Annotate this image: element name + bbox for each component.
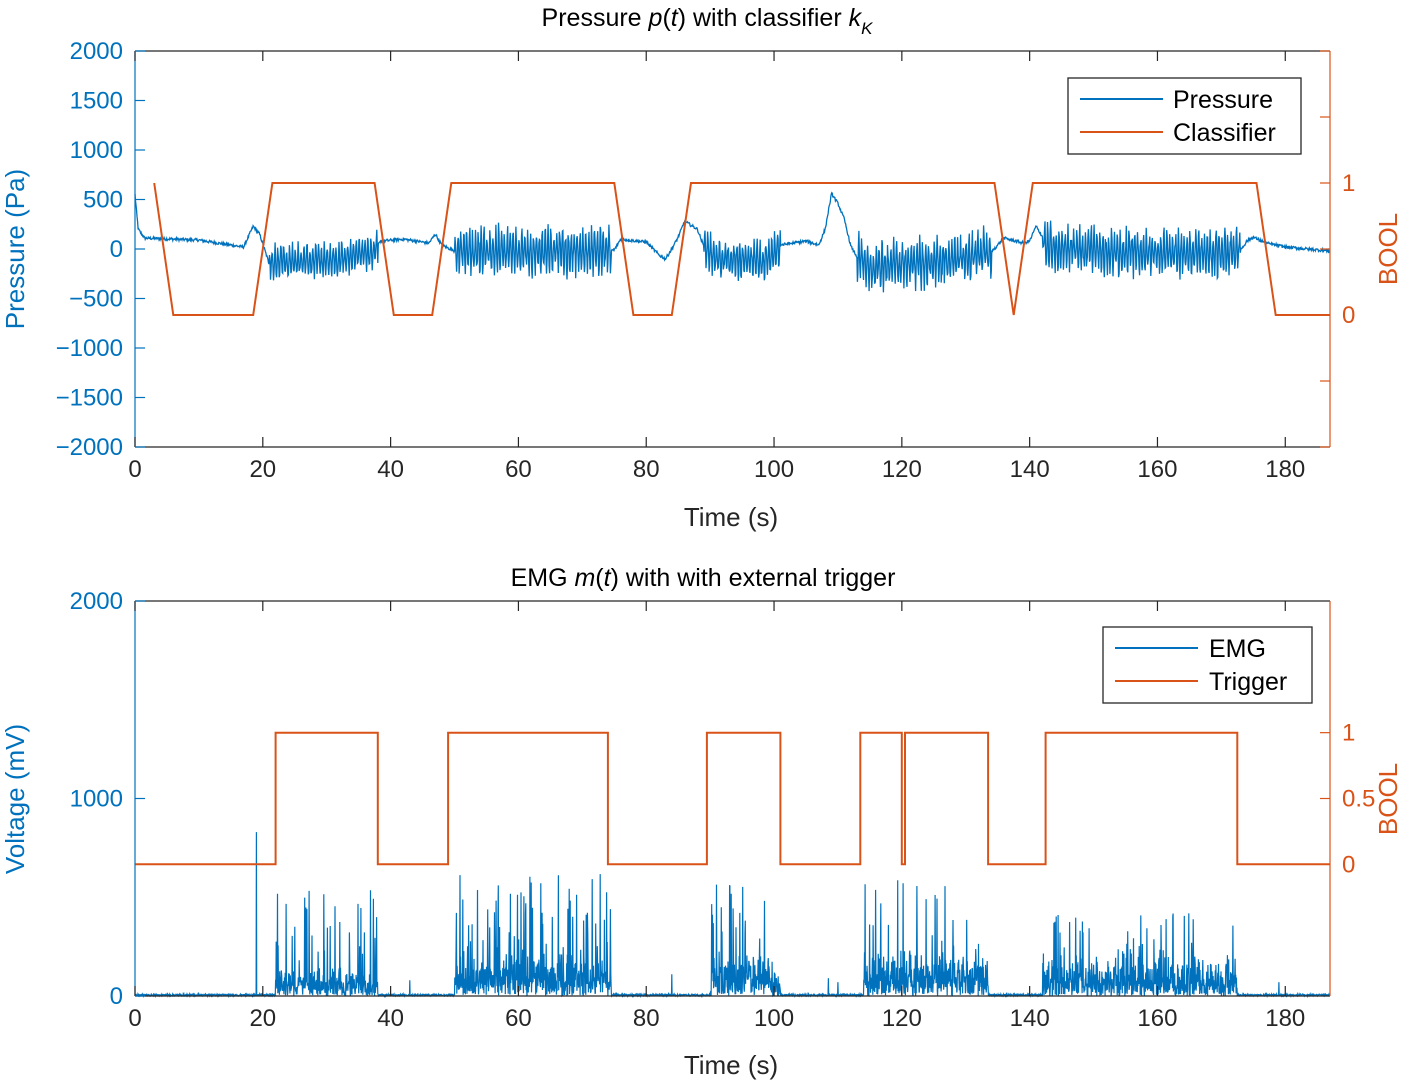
- emg-y-tick-label: 2000: [70, 588, 123, 615]
- pressure-y-tick-label: 500: [83, 187, 123, 214]
- pressure-y-tick-label: −500: [69, 286, 123, 313]
- pressure-y-tick-label: 1500: [70, 88, 123, 115]
- pressure-y-axis-label: Pressure (Pa): [0, 169, 30, 329]
- emg-y-axis-label: Voltage (mV): [0, 724, 30, 874]
- legend-label-trigger: Trigger: [1209, 668, 1287, 696]
- emg-plot-area: [134, 731, 1330, 999]
- pressure-x-tick-label: 160: [1137, 456, 1177, 483]
- legend-label-emg: EMG: [1209, 635, 1266, 663]
- emg-y-tick-label: 1000: [70, 786, 123, 813]
- pressure-x-tick-label: 20: [249, 456, 276, 483]
- emg-right-tick-label: 1: [1342, 720, 1355, 747]
- pressure-chart: Pressure p(t) with classifier kK 0 20 40 60…: [0, 4, 1403, 532]
- emg-x-axis-label: Time (s): [684, 1050, 778, 1080]
- pressure-right-tick-label: 0: [1342, 302, 1355, 329]
- pressure-x-tick-label: 100: [754, 456, 794, 483]
- pressure-legend: Pressure Classifier: [1067, 77, 1302, 155]
- emg-x-tick-label: 60: [505, 1005, 532, 1032]
- emg-x-tick-label: 120: [882, 1005, 922, 1032]
- pressure-y-tick-label: 1000: [70, 137, 123, 164]
- emg-right-tick-label: 0.5: [1342, 786, 1375, 813]
- emg-legend: EMG Trigger: [1102, 626, 1313, 704]
- emg-x-tick-label: 180: [1265, 1005, 1305, 1032]
- pressure-y-tick-label: 2000: [70, 38, 123, 65]
- pressure-x-tick-label: 60: [505, 456, 532, 483]
- pressure-x-axis-label: Time (s): [684, 502, 778, 532]
- emg-x-tick-label: 140: [1010, 1005, 1050, 1032]
- chart-title-emg: EMG m(t) with with external trigger: [511, 564, 896, 592]
- pressure-x-tick-label: 80: [633, 456, 660, 483]
- emg-trigger-line: [135, 731, 1330, 866]
- emg-x-tick-label: 0: [128, 1005, 141, 1032]
- pressure-x-tick-label: 40: [377, 456, 404, 483]
- emg-axes: 0 20 40 60 80 100 120 140 160 180 2000 1000 0 1 0.5 0: [70, 588, 1376, 1032]
- emg-right-axis-label: BOOL: [1373, 763, 1403, 835]
- pressure-line: [134, 191, 1331, 293]
- emg-right-tick-label: 0: [1342, 851, 1355, 878]
- emg-x-tick-label: 80: [633, 1005, 660, 1032]
- emg-x-tick-label: 160: [1137, 1005, 1177, 1032]
- emg-x-tick-label: 100: [754, 1005, 794, 1032]
- pressure-x-tick-label: 0: [128, 456, 141, 483]
- emg-y-tick-label: 0: [110, 983, 123, 1010]
- pressure-plot-area: [134, 182, 1331, 316]
- emg-x-tick-label: 20: [249, 1005, 276, 1032]
- legend-label-pressure: Pressure: [1173, 86, 1273, 114]
- emg-chart: EMG m(t) with with external trigger 0 20 4…: [0, 564, 1403, 1080]
- pressure-y-tick-label: 0: [110, 236, 123, 263]
- pressure-x-tick-label: 120: [882, 456, 922, 483]
- pressure-x-tick-label: 140: [1010, 456, 1050, 483]
- pressure-right-tick-label: 1: [1342, 170, 1355, 197]
- pressure-axes: 0 20 40 60 80 100 120 140 160 180 2000 1500 1000 500 0…: [56, 38, 1356, 483]
- legend-label-classifier: Classifier: [1173, 119, 1276, 147]
- pressure-classifier-line: [153, 182, 1330, 316]
- pressure-y-tick-label: −1000: [56, 335, 123, 362]
- pressure-y-tick-label: −1500: [56, 385, 123, 412]
- pressure-right-axis-label: BOOL: [1373, 213, 1403, 285]
- pressure-x-tick-label: 180: [1265, 456, 1305, 483]
- emg-line: [134, 832, 1330, 999]
- chart-title-pressure: Pressure p(t) with classifier kK: [542, 4, 874, 38]
- emg-x-tick-label: 40: [377, 1005, 404, 1032]
- pressure-y-tick-label: −2000: [56, 434, 123, 461]
